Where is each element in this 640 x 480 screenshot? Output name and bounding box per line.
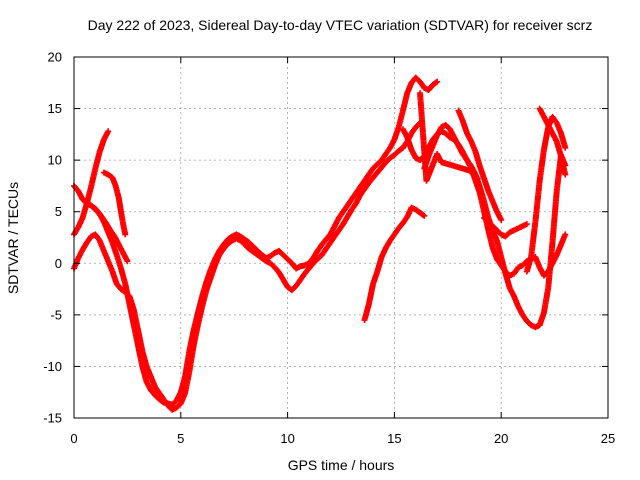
series-track-k xyxy=(523,113,569,275)
series-track-j xyxy=(481,214,530,240)
y-tick-label: -15 xyxy=(43,411,62,426)
y-tick-label: -10 xyxy=(43,359,62,374)
grid xyxy=(74,57,608,418)
x-tick-label: 5 xyxy=(177,431,184,446)
x-tick-labels: 0 5 10 15 20 25 xyxy=(70,431,615,446)
y-tick-labels: -15 -10 -5 0 5 10 15 20 xyxy=(43,50,62,426)
x-tick-label: 25 xyxy=(601,431,615,446)
data-point xyxy=(473,174,480,181)
axis-ticks xyxy=(73,56,609,419)
series-track-a xyxy=(71,74,441,408)
data-point xyxy=(562,171,569,178)
data-point xyxy=(523,221,530,228)
series-track-h xyxy=(421,122,569,331)
series-track-c xyxy=(71,128,112,238)
data-point xyxy=(434,78,441,85)
series-track-f xyxy=(361,204,428,324)
y-tick-label: 0 xyxy=(55,256,62,271)
x-tick-label: 20 xyxy=(494,431,508,446)
data-points xyxy=(71,74,569,413)
y-axis-label: SDTVAR / TECUs xyxy=(5,182,21,294)
data-point xyxy=(421,212,428,219)
data-point xyxy=(562,144,569,151)
series-track-i xyxy=(455,107,505,223)
y-tick-label: -5 xyxy=(50,307,62,322)
series-track-l xyxy=(536,105,569,178)
data-point xyxy=(562,231,569,238)
series-track-b xyxy=(71,120,424,413)
y-tick-label: 20 xyxy=(48,50,62,65)
series-track-e xyxy=(100,169,129,238)
series-track-m xyxy=(417,90,481,184)
x-axis-label: GPS time / hours xyxy=(288,457,395,473)
chart-title: Day 222 of 2023, Sidereal Day-to-day VTE… xyxy=(88,17,593,33)
y-tick-label: 15 xyxy=(48,101,62,116)
x-tick-label: 10 xyxy=(280,431,294,446)
y-tick-label: 10 xyxy=(48,153,62,168)
data-point xyxy=(124,258,131,265)
series-track-d xyxy=(81,198,131,265)
data-point xyxy=(474,175,481,182)
data-point xyxy=(105,128,112,135)
data-point xyxy=(122,231,129,238)
plot-frame xyxy=(73,56,609,419)
x-tick-label: 15 xyxy=(387,431,401,446)
x-tick-label: 0 xyxy=(70,431,77,446)
y-tick-label: 5 xyxy=(55,204,62,219)
data-point xyxy=(498,216,505,223)
